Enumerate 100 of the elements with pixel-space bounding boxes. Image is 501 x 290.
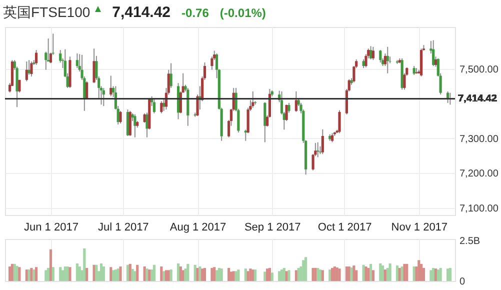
bar bbox=[119, 266, 122, 281]
bar bbox=[246, 271, 250, 281]
bar bbox=[420, 264, 423, 281]
bar bbox=[345, 266, 348, 281]
candlestick bbox=[294, 90, 298, 112]
bar bbox=[83, 248, 86, 281]
y-tick-label: 7,300.00 bbox=[460, 134, 499, 145]
candlestick bbox=[386, 46, 389, 74]
bar bbox=[126, 264, 130, 281]
bar bbox=[95, 264, 98, 281]
bar bbox=[176, 263, 180, 281]
y-tick-label: 7,100.00 bbox=[460, 204, 499, 215]
bar bbox=[384, 270, 387, 281]
candlestick bbox=[432, 40, 435, 66]
bar bbox=[234, 271, 238, 281]
candlestick bbox=[372, 46, 374, 61]
candlestick bbox=[152, 98, 156, 114]
bar bbox=[160, 266, 163, 281]
bar bbox=[436, 270, 440, 281]
bar bbox=[47, 268, 50, 281]
bar bbox=[252, 270, 254, 281]
bar bbox=[304, 257, 308, 281]
bar bbox=[196, 268, 199, 281]
candlestick bbox=[338, 110, 341, 134]
bar bbox=[328, 270, 332, 281]
candlestick bbox=[321, 128, 324, 155]
bar bbox=[186, 264, 190, 281]
bar bbox=[92, 264, 96, 281]
candlestick bbox=[369, 46, 372, 60]
bar bbox=[100, 263, 103, 281]
bar bbox=[110, 267, 112, 281]
bar bbox=[270, 272, 274, 281]
bar bbox=[32, 270, 36, 281]
bar bbox=[30, 268, 33, 281]
x-tick-label: Sep 1 2017 bbox=[244, 222, 301, 234]
bar bbox=[49, 249, 52, 281]
bar bbox=[34, 267, 38, 281]
bar bbox=[288, 270, 290, 281]
bar bbox=[379, 263, 382, 281]
bar bbox=[432, 268, 435, 281]
bar bbox=[364, 266, 368, 281]
bar bbox=[448, 268, 452, 281]
bar bbox=[162, 271, 166, 281]
candlestick bbox=[330, 132, 334, 143]
bar bbox=[406, 264, 408, 281]
bar bbox=[198, 266, 202, 281]
bar bbox=[352, 265, 356, 281]
bar bbox=[350, 267, 353, 281]
bar bbox=[134, 271, 136, 281]
bar bbox=[146, 268, 148, 281]
y-tick-label: 2.5B bbox=[460, 236, 480, 248]
bar bbox=[318, 270, 322, 281]
ref-line-label: 7,414.42 bbox=[458, 94, 498, 105]
bar bbox=[446, 268, 450, 281]
bar bbox=[316, 268, 320, 281]
bar bbox=[203, 268, 206, 281]
bar bbox=[59, 267, 62, 281]
bar bbox=[237, 270, 240, 281]
bar bbox=[282, 268, 286, 281]
bar bbox=[434, 268, 438, 281]
bar bbox=[369, 264, 372, 281]
bar bbox=[179, 266, 182, 281]
bar bbox=[398, 268, 401, 281]
x-tick-label: Jul 1 2017 bbox=[98, 222, 149, 234]
candlestick bbox=[128, 110, 132, 136]
bar bbox=[68, 267, 72, 281]
bar bbox=[16, 266, 18, 281]
bar bbox=[86, 268, 88, 281]
bar bbox=[382, 265, 384, 281]
candlestick bbox=[134, 114, 136, 138]
chart-title: 英国FTSE100 bbox=[3, 4, 90, 22]
bar bbox=[230, 272, 233, 281]
bar bbox=[396, 265, 399, 281]
bar bbox=[439, 268, 442, 281]
bar bbox=[422, 268, 426, 281]
bar bbox=[210, 268, 214, 281]
candlestick bbox=[126, 109, 130, 136]
x-tick-label: Oct 1 2017 bbox=[318, 222, 372, 234]
bar bbox=[430, 270, 432, 281]
x-tick-label: Nov 1 2017 bbox=[391, 222, 448, 234]
candlestick bbox=[119, 110, 122, 124]
bar bbox=[367, 268, 370, 281]
bar bbox=[76, 263, 78, 281]
bar bbox=[152, 264, 156, 281]
bar bbox=[102, 266, 105, 281]
bar bbox=[312, 268, 314, 281]
bar bbox=[148, 270, 151, 281]
bar bbox=[227, 268, 230, 281]
bar bbox=[18, 267, 21, 281]
bar bbox=[201, 268, 204, 281]
bar bbox=[254, 270, 257, 281]
bar bbox=[321, 270, 324, 281]
y-tick-label: 0 bbox=[460, 276, 466, 288]
candlestick bbox=[160, 100, 163, 114]
candlestick bbox=[92, 48, 96, 84]
y-tick-label: 7,200.00 bbox=[460, 168, 499, 180]
bar bbox=[213, 267, 216, 281]
bar bbox=[131, 268, 134, 281]
bar bbox=[52, 267, 54, 281]
bar bbox=[8, 266, 12, 281]
